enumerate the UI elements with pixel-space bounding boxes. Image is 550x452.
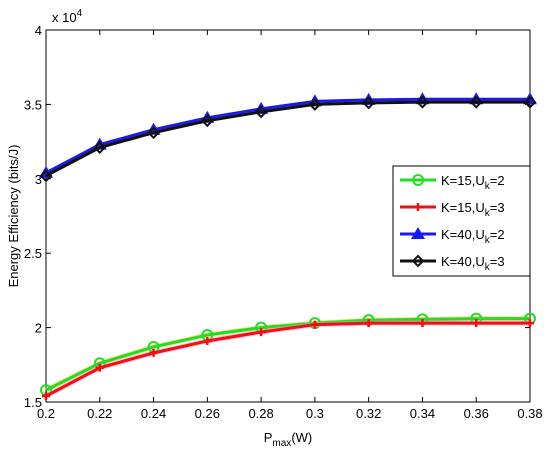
y-tick-label: 2.5: [24, 246, 42, 261]
legend: K=15,Uk=2 K=15,Uk=3 K=40,Uk=2 K=40,Uk=3: [392, 165, 531, 277]
data-point: [95, 363, 104, 372]
y-tick-label: 2: [35, 321, 42, 336]
data-point: [416, 95, 429, 109]
x-tick-label: 0.2: [37, 406, 55, 421]
data-point: [200, 114, 214, 128]
series-line: [45, 97, 530, 175]
legend-marker: [411, 254, 425, 268]
x-tick-label: 0.3: [306, 406, 324, 421]
y-tick-label: 3.5: [24, 97, 42, 112]
legend-label: K=40,Uk=3: [441, 254, 505, 273]
series-line: [45, 100, 530, 178]
series-4: [39, 95, 537, 183]
data-point: [418, 319, 427, 328]
legend-item: K=15,Uk=3: [400, 200, 505, 219]
x-tick-label: 0.22: [87, 406, 112, 421]
legend-label: K=15,Uk=3: [441, 200, 505, 219]
series-line: [45, 321, 530, 398]
legend-marker: [412, 174, 424, 186]
data-point: [472, 319, 481, 328]
x-tick-label: 0.32: [356, 406, 381, 421]
x-tick-label: 0.36: [464, 406, 489, 421]
y-exponent: x 104: [52, 8, 83, 25]
series-line: [45, 317, 530, 392]
x-tick-label: 0.28: [248, 406, 273, 421]
legend-item: K=40,Uk=2: [400, 227, 505, 246]
y-tick-label: 1.5: [24, 395, 42, 410]
data-point: [526, 319, 534, 328]
data-point: [149, 348, 158, 357]
data-point: [308, 97, 322, 111]
legend-item: K=15,Uk=2: [400, 173, 505, 192]
data-point: [523, 95, 537, 109]
data-point: [93, 141, 107, 154]
data-point: [254, 105, 268, 119]
y-tick-label: 3: [35, 172, 42, 187]
x-tick-label: 0.24: [141, 406, 166, 421]
x-tick-label: 0.26: [195, 406, 220, 421]
x-axis-label: Pmax(W): [264, 430, 313, 449]
legend-marker: [411, 227, 425, 239]
series-group: [39, 92, 537, 401]
data-point: [469, 95, 483, 109]
data-point: [364, 319, 373, 328]
axis-ticks: 0.2 0.22 0.24 0.26 0.28 0.3 0.32 0.34 0.36 0.38 1.…: [24, 23, 543, 421]
legend-marker: [414, 203, 422, 211]
data-point: [39, 169, 53, 183]
x-tick-label: 0.34: [410, 406, 435, 421]
series-2: [42, 319, 534, 401]
x-tick-label: 0.38: [517, 406, 542, 421]
y-tick-label: 4: [35, 23, 42, 38]
legend-label: K=15,Uk=2: [441, 173, 505, 192]
data-point: [203, 336, 212, 345]
data-point: [362, 96, 376, 110]
data-point: [257, 328, 266, 337]
data-point: [147, 126, 160, 140]
y-axis-label: Energy Efficiency (bits/J): [6, 145, 21, 288]
legend-label: K=40,Uk=2: [441, 227, 505, 246]
legend-item: K=40,Uk=3: [400, 254, 505, 273]
data-point: [42, 392, 50, 401]
data-point: [310, 320, 319, 329]
